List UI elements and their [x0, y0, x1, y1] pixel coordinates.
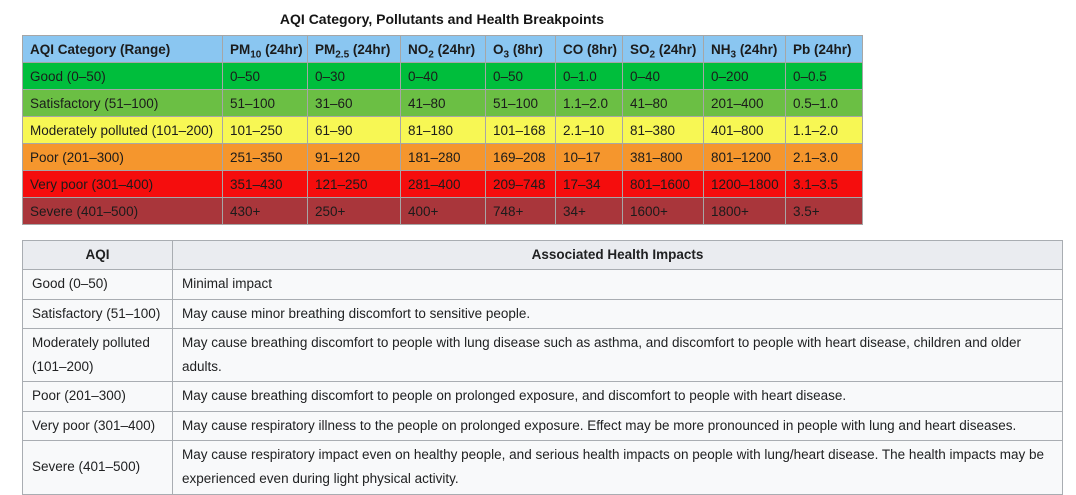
column-header-aqi: AQI	[22, 239, 173, 271]
aqi-category-cell: Moderately polluted (101–200)	[22, 327, 173, 383]
range-cell: 400+	[400, 197, 486, 225]
range-cell: 748+	[485, 197, 556, 225]
health-impact-row: Severe (401–500) May cause respiratory im…	[22, 440, 1063, 495]
range-cell: 41–80	[400, 89, 486, 117]
column-header-pollutant: O3 (8hr)	[485, 35, 556, 63]
range-cell: 281–400	[400, 170, 486, 198]
range-cell: 2.1–3.0	[785, 143, 863, 171]
breakpoints-table-title: AQI Category, Pollutants and Health Brea…	[279, 11, 605, 27]
range-cell: 101–250	[222, 116, 308, 144]
range-cell: 0.5–1.0	[785, 89, 863, 117]
category-cell: Satisfactory (51–100)	[22, 89, 223, 117]
range-cell: 0–0.5	[785, 62, 863, 90]
column-header-pollutant: PM2.5 (24hr)	[307, 35, 401, 63]
range-cell: 0–50	[222, 62, 308, 90]
range-cell: 181–280	[400, 143, 486, 171]
column-header-pollutant: CO (8hr)	[555, 35, 623, 63]
range-cell: 2.1–10	[555, 116, 623, 144]
breakpoint-row: Very poor (301–400) 351–430 121–250 281–400…	[22, 170, 863, 198]
column-header-pollutant: SO2 (24hr)	[622, 35, 704, 63]
breakpoints-section: AQI Category, Pollutants and Health Brea…	[22, 5, 1076, 225]
aqi-category-cell: Severe (401–500)	[22, 440, 173, 495]
breakpoint-row: Good (0–50) 0–50 0–30 0–40 0–50 0–1.0 0–40 0–20…	[22, 62, 863, 90]
aqi-category-cell: Poor (201–300)	[22, 381, 173, 412]
breakpoints-header-row: AQI Category (Range) PM10 (24hr) PM2.5 (24…	[22, 35, 863, 63]
aqi-category-cell: Very poor (301–400)	[22, 410, 173, 442]
health-impact-row: Good (0–50) Minimal impact	[22, 269, 1063, 300]
range-cell: 34+	[555, 197, 623, 225]
range-cell: 1800+	[703, 197, 786, 225]
range-cell: 251–350	[222, 143, 308, 171]
column-header-pollutant: PM10 (24hr)	[222, 35, 308, 63]
breakpoints-table: AQI Category (Range) PM10 (24hr) PM2.5 (24…	[22, 35, 863, 225]
health-impact-cell: May cause breathing discomfort to people…	[172, 327, 1063, 383]
range-cell: 31–60	[307, 89, 401, 117]
range-cell: 51–100	[222, 89, 308, 117]
column-header-pollutant: NO2 (24hr)	[400, 35, 486, 63]
column-header-impacts: Associated Health Impacts	[172, 239, 1063, 271]
range-cell: 17–34	[555, 170, 623, 198]
range-cell: 201–400	[703, 89, 786, 117]
range-cell: 250+	[307, 197, 401, 225]
health-impact-cell: May cause respiratory illness to the peo…	[172, 410, 1063, 442]
category-cell: Very poor (301–400)	[22, 170, 223, 198]
range-cell: 430+	[222, 197, 308, 225]
range-cell: 169–208	[485, 143, 556, 171]
range-cell: 0–200	[703, 62, 786, 90]
health-impact-cell: May cause respiratory impact even on hea…	[172, 440, 1063, 495]
range-cell: 0–30	[307, 62, 401, 90]
range-cell: 91–120	[307, 143, 401, 171]
breakpoint-row: Satisfactory (51–100) 51–100 31–60 41–80 51–…	[22, 89, 863, 117]
health-header-row: AQI Associated Health Impacts	[22, 239, 1063, 271]
range-cell: 51–100	[485, 89, 556, 117]
range-cell: 3.5+	[785, 197, 863, 225]
range-cell: 209–748	[485, 170, 556, 198]
category-cell: Severe (401–500)	[22, 197, 223, 225]
column-header-category: AQI Category (Range)	[22, 35, 223, 63]
range-cell: 61–90	[307, 116, 401, 144]
health-impact-row: Moderately polluted (101–200) May cause b…	[22, 327, 1063, 383]
health-impact-cell: May cause minor breathing discomfort to …	[172, 298, 1063, 329]
range-cell: 801–1600	[622, 170, 704, 198]
range-cell: 121–250	[307, 170, 401, 198]
health-impact-row: Satisfactory (51–100) May cause minor bre…	[22, 298, 1063, 329]
range-cell: 801–1200	[703, 143, 786, 171]
column-header-pollutant: NH3 (24hr)	[703, 35, 786, 63]
range-cell: 41–80	[622, 89, 704, 117]
range-cell: 81–180	[400, 116, 486, 144]
category-cell: Good (0–50)	[22, 62, 223, 90]
health-impact-cell: Minimal impact	[172, 269, 1063, 300]
range-cell: 351–430	[222, 170, 308, 198]
category-cell: Poor (201–300)	[22, 143, 223, 171]
range-cell: 81–380	[622, 116, 704, 144]
health-impact-row: Very poor (301–400) May cause respiratory…	[22, 410, 1063, 442]
range-cell: 1200–1800	[703, 170, 786, 198]
health-impacts-table: AQI Associated Health Impacts Good (0–50)…	[22, 239, 1063, 495]
range-cell: 3.1–3.5	[785, 170, 863, 198]
range-cell: 1600+	[622, 197, 704, 225]
range-cell: 1.1–2.0	[555, 89, 623, 117]
range-cell: 401–800	[703, 116, 786, 144]
breakpoint-row: Poor (201–300) 251–350 91–120 181–280 169–20…	[22, 143, 863, 171]
column-header-pollutant: Pb (24hr)	[785, 35, 863, 63]
health-impact-row: Poor (201–300) May cause breathing discom…	[22, 381, 1063, 412]
range-cell: 1.1–2.0	[785, 116, 863, 144]
aqi-category-cell: Satisfactory (51–100)	[22, 298, 173, 329]
range-cell: 0–40	[400, 62, 486, 90]
range-cell: 0–40	[622, 62, 704, 90]
range-cell: 0–50	[485, 62, 556, 90]
range-cell: 101–168	[485, 116, 556, 144]
health-impact-cell: May cause breathing discomfort to people…	[172, 381, 1063, 412]
category-cell: Moderately polluted (101–200)	[22, 116, 223, 144]
range-cell: 10–17	[555, 143, 623, 171]
range-cell: 0–1.0	[555, 62, 623, 90]
aqi-category-cell: Good (0–50)	[22, 269, 173, 300]
breakpoint-row: Severe (401–500) 430+ 250+ 400+ 748+ 34+ 1600+…	[22, 197, 863, 225]
range-cell: 381–800	[622, 143, 704, 171]
breakpoint-row: Moderately polluted (101–200) 101–250 61–9…	[22, 116, 863, 144]
